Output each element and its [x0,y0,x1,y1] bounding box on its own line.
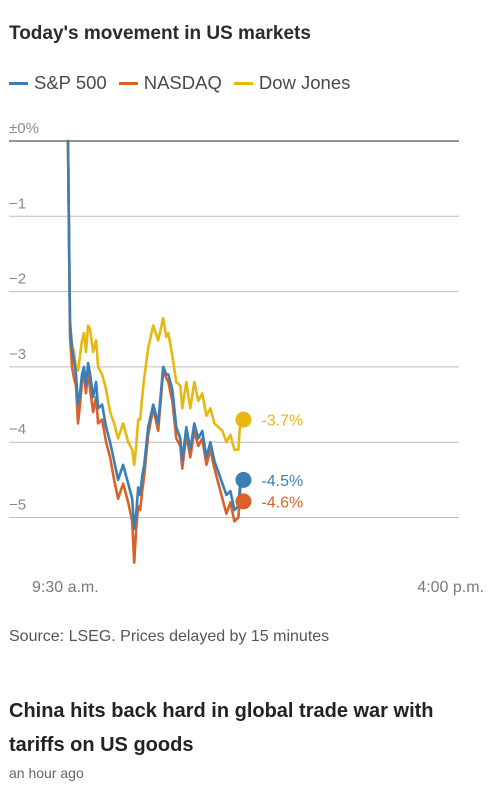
y-tick-label: −2 [9,271,26,288]
end-marker [235,493,252,510]
x-tick-label: 4:00 p.m. [417,579,484,596]
legend-item-sp500: S&P 500 [9,72,107,94]
source-note: Source: LSEG. Prices delayed by 15 minut… [9,628,330,645]
legend-swatch-nasdaq [118,81,138,85]
series-line [66,139,242,565]
article-timestamp: an hour ago [9,765,84,781]
end-value-label: -4.6% [261,494,303,511]
y-tick-label: −5 [9,497,26,514]
chart-title: Today's movement in US markets [9,23,311,44]
y-tick-label: −3 [9,346,26,363]
article-headline[interactable]: China hits back hard in global trade war… [9,700,434,756]
series-line [66,139,242,467]
series-line [66,139,242,531]
legend-swatch-sp500 [9,81,28,85]
legend-item-nasdaq: NASDAQ [118,72,222,94]
legend-label-sp500: S&P 500 [34,72,107,93]
legend-swatch-dow [233,81,253,85]
legend: S&P 500 NASDAQ Dow Jones [9,72,362,94]
y-tick-label: −1 [9,195,26,212]
y-tick-label: ±0% [9,120,39,137]
y-tick-label: −4 [9,421,26,438]
end-marker [235,411,252,428]
legend-label-nasdaq: NASDAQ [143,72,222,93]
legend-label-dow: Dow Jones [258,72,351,93]
end-value-label: -3.7% [261,413,303,430]
x-tick-label: 9:30 a.m. [32,579,99,596]
line-chart: ±0% −1 −2 −3 −4 −5 9:30 a.m. 4:00 p.m. -4.5% -4.6… [9,120,484,596]
end-value-label: -4.5% [261,473,303,490]
legend-item-dow: Dow Jones [233,72,351,94]
end-marker [235,471,252,488]
